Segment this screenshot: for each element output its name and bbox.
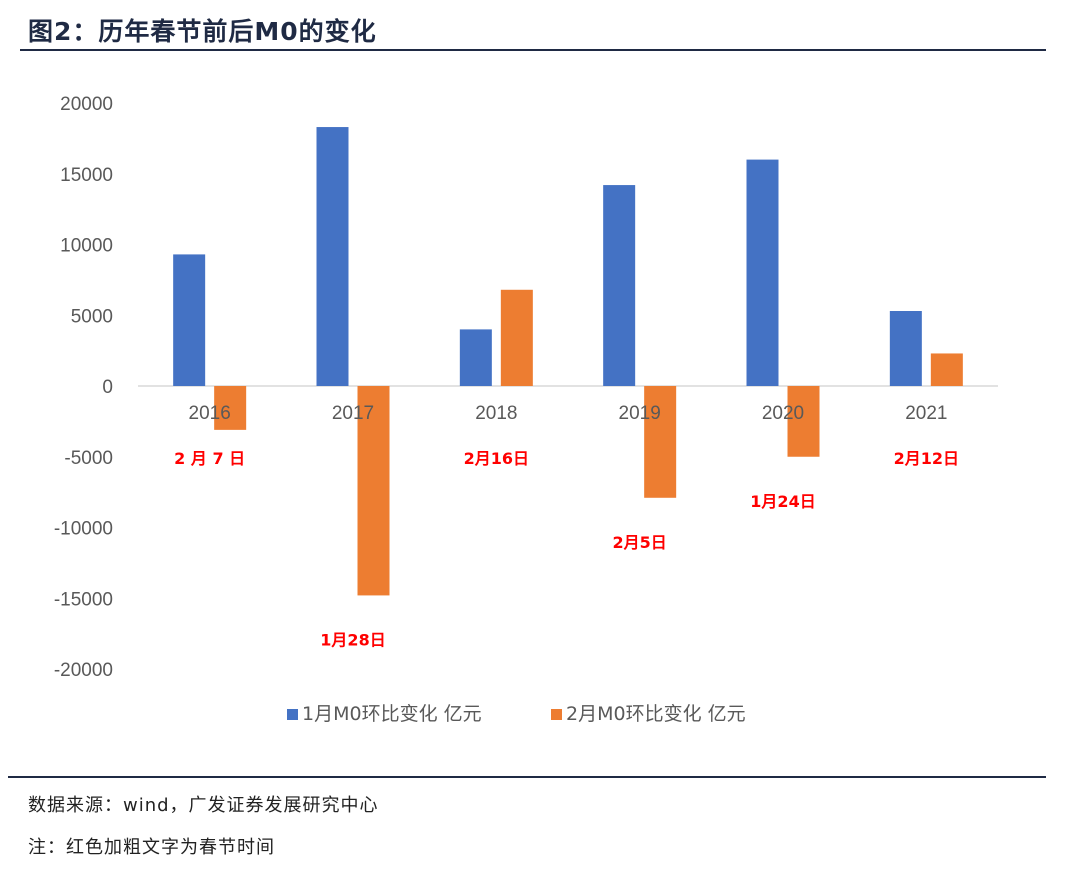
feb-bar-2016 — [214, 386, 247, 430]
date-label-2016: 2 月 7 日 — [174, 449, 245, 468]
feb-bar-2020 — [787, 386, 820, 457]
y-tick-label: 0 — [102, 377, 113, 398]
x-tick-label: 2017 — [332, 403, 374, 424]
jan-bar-2017 — [316, 127, 349, 387]
feb-bar-2018 — [500, 289, 533, 386]
legend-swatch-2 — [551, 709, 562, 720]
top-divider — [20, 49, 1046, 51]
y-tick-label: -20000 — [54, 660, 113, 681]
date-label-2019: 2月5日 — [613, 533, 667, 552]
figure-title: 图2：历年春节前后M0的变化 — [28, 17, 377, 46]
x-tick-label: 2020 — [762, 403, 804, 424]
date-label-2021: 2月12日 — [894, 449, 959, 468]
y-tick-label: 15000 — [60, 165, 113, 186]
date-annotations: 2 月 7 日 1月28日 2月16日 2月5日 1月24日 2月12日 — [174, 449, 959, 649]
y-tick-label: -15000 — [54, 589, 113, 610]
note-text: 注：红色加粗文字为春节时间 — [28, 837, 275, 858]
jan-bar-2018 — [459, 329, 492, 386]
bars-group — [173, 127, 963, 596]
x-axis: 2016 2017 2018 2019 2020 2021 — [189, 403, 948, 424]
x-tick-label: 2019 — [619, 403, 661, 424]
bar-chart: 20000 15000 10000 5000 0 -5000 -10000 -15000 -20… — [54, 94, 998, 725]
y-tick-label: 20000 — [60, 94, 113, 115]
y-axis: 20000 15000 10000 5000 0 -5000 -10000 -15000 -20… — [54, 94, 113, 681]
x-tick-label: 2018 — [475, 403, 517, 424]
y-tick-label: -10000 — [54, 519, 113, 540]
jan-bar-2019 — [603, 185, 636, 386]
legend: 1月M0环比变化 亿元 2月M0环比变化 亿元 — [287, 703, 746, 725]
y-tick-label: -5000 — [64, 448, 113, 469]
x-tick-label: 2016 — [189, 403, 231, 424]
feb-bar-2019 — [644, 386, 677, 498]
feb-bar-2021 — [930, 353, 963, 386]
feb-bar-2017 — [357, 386, 390, 596]
date-label-2017: 1月28日 — [320, 630, 385, 649]
y-tick-label: 5000 — [71, 306, 113, 327]
jan-bar-2016 — [173, 254, 206, 386]
jan-bar-2020 — [746, 159, 779, 386]
legend-label-2: 2月M0环比变化 亿元 — [566, 703, 746, 725]
x-tick-label: 2021 — [905, 403, 947, 424]
date-label-2020: 1月24日 — [750, 492, 815, 511]
bottom-divider — [8, 776, 1046, 778]
date-label-2018: 2月16日 — [464, 449, 529, 468]
jan-bar-2021 — [889, 311, 922, 386]
legend-swatch-1 — [287, 709, 298, 720]
y-tick-label: 10000 — [60, 236, 113, 257]
legend-label-1: 1月M0环比变化 亿元 — [302, 703, 482, 725]
data-source-text: 数据来源：wind，广发证券发展研究中心 — [28, 795, 379, 816]
